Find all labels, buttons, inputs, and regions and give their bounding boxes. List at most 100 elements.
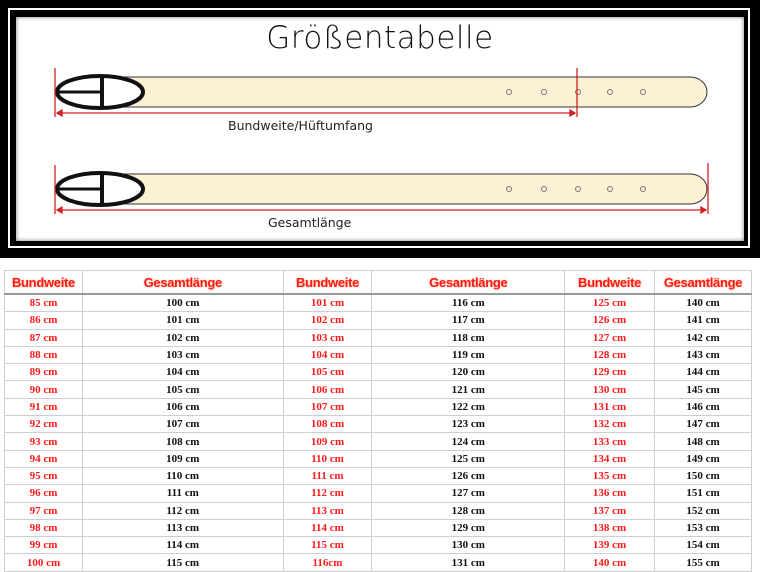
gesamtlaenge-cell: 119 cm xyxy=(371,345,566,365)
bundweite-cell: 103 cm xyxy=(282,328,373,347)
bundweite-cell: 116cm xyxy=(282,553,373,572)
gesamtlaenge-cell: 128 cm xyxy=(371,501,566,520)
gesamtlaenge-cell: 109 cm xyxy=(81,449,284,468)
gesamtlaenge-cell: 146 cm xyxy=(654,397,752,417)
gesamtlaenge-cell: 143 cm xyxy=(654,345,752,365)
table-row: 88 cm 103 cm 104 cm 119 cm 128 cm 143 cm xyxy=(4,345,752,365)
header-bundweite: Bundweite xyxy=(4,270,83,295)
page-title: Größentabelle xyxy=(266,20,494,56)
bundweite-cell: 107 cm xyxy=(282,397,373,417)
gesamtlaenge-cell: 129 cm xyxy=(371,518,566,538)
bundweite-cell: 92 cm xyxy=(4,415,83,434)
table-row: 95 cm 110 cm 111 cm 126 cm 135 cm 150 cm xyxy=(4,466,752,486)
gesamtlaenge-cell: 122 cm xyxy=(371,397,566,417)
table-row: 94 cm 109 cm 110 cm 125 cm 134 cm 149 cm xyxy=(4,449,752,468)
gesamtlaenge-cell: 101 cm xyxy=(81,311,284,330)
table-row: 98 cm 113 cm 114 cm 129 cm 138 cm 153 cm xyxy=(4,518,752,538)
bundweite-cell: 138 cm xyxy=(564,518,656,538)
gesamtlaenge-cell: 150 cm xyxy=(654,466,752,486)
gesamtlaenge-cell: 145 cm xyxy=(654,380,752,399)
bundweite-cell: 125 cm xyxy=(564,293,656,313)
gesamtlaenge-cell: 131 cm xyxy=(371,553,566,572)
gesamtlaenge-cell: 142 cm xyxy=(654,328,752,347)
gesamtlaenge-cell: 152 cm xyxy=(654,501,752,520)
bundweite-cell: 130 cm xyxy=(564,380,656,399)
bundweite-cell: 137 cm xyxy=(564,501,656,520)
gesamtlaenge-cell: 154 cm xyxy=(654,536,752,555)
bundweite-cell: 96 cm xyxy=(4,484,83,503)
gesamtlaenge-cell: 114 cm xyxy=(81,536,284,555)
bundweite-cell: 86 cm xyxy=(4,311,83,330)
bundweite-cell: 94 cm xyxy=(4,449,83,468)
gesamtlaenge-cell: 151 cm xyxy=(654,484,752,503)
gesamtlaenge-cell: 124 cm xyxy=(371,432,566,451)
bundweite-cell: 132 cm xyxy=(564,415,656,434)
bundweite-cell: 140 cm xyxy=(564,553,656,572)
bundweite-cell: 100 cm xyxy=(4,553,83,572)
bundweite-cell: 110 cm xyxy=(282,449,373,468)
table-header: Bundweite Gesamtlänge Bundweite Gesamtlänge… xyxy=(4,270,752,295)
gesamtlaenge-cell: 113 cm xyxy=(81,518,284,538)
bundweite-cell: 98 cm xyxy=(4,518,83,538)
waist-label: Bundweite/Hüftumfang xyxy=(228,118,373,133)
bundweite-cell: 109 cm xyxy=(282,432,373,451)
bundweite-cell: 139 cm xyxy=(564,536,656,555)
bundweite-cell: 97 cm xyxy=(4,501,83,520)
gesamtlaenge-cell: 116 cm xyxy=(371,293,566,313)
gesamtlaenge-cell: 127 cm xyxy=(371,484,566,503)
header-gesamtlaenge: Gesamtlänge xyxy=(371,270,566,295)
bundweite-cell: 89 cm xyxy=(4,363,83,382)
gesamtlaenge-cell: 108 cm xyxy=(81,432,284,451)
gesamtlaenge-cell: 121 cm xyxy=(371,380,566,399)
bundweite-cell: 87 cm xyxy=(4,328,83,347)
table-row: 86 cm 101 cm 102 cm 117 cm 126 cm 141 cm xyxy=(4,311,752,330)
bundweite-cell: 104 cm xyxy=(282,345,373,365)
bundweite-cell: 102 cm xyxy=(282,311,373,330)
bundweite-cell: 135 cm xyxy=(564,466,656,486)
table-row: 93 cm 108 cm 109 cm 124 cm 133 cm 148 cm xyxy=(4,432,752,451)
size-table: Bundweite Gesamtlänge Bundweite Gesamtlänge… xyxy=(4,270,752,572)
gesamtlaenge-cell: 141 cm xyxy=(654,311,752,330)
gesamtlaenge-cell: 104 cm xyxy=(81,363,284,382)
gesamtlaenge-cell: 125 cm xyxy=(371,449,566,468)
bundweite-cell: 128 cm xyxy=(564,345,656,365)
table-row: 90 cm 105 cm 106 cm 121 cm 130 cm 145 cm xyxy=(4,380,752,399)
header-bundweite: Bundweite xyxy=(282,270,373,295)
table-row: 97 cm 112 cm 113 cm 128 cm 137 cm 152 cm xyxy=(4,501,752,520)
gesamtlaenge-cell: 107 cm xyxy=(81,415,284,434)
bundweite-cell: 111 cm xyxy=(282,466,373,486)
gesamtlaenge-cell: 148 cm xyxy=(654,432,752,451)
frame-border xyxy=(8,8,750,248)
belt-total xyxy=(54,163,709,215)
belt-waist xyxy=(54,68,708,118)
table-row: 92 cm 107 cm 108 cm 123 cm 132 cm 147 cm xyxy=(4,415,752,434)
gesamtlaenge-cell: 130 cm xyxy=(371,536,566,555)
table-row: 87 cm 102 cm 103 cm 118 cm 127 cm 142 cm xyxy=(4,328,752,347)
gesamtlaenge-cell: 112 cm xyxy=(81,501,284,520)
table-row: 89 cm 104 cm 105 cm 120 cm 129 cm 144 cm xyxy=(4,363,752,382)
gesamtlaenge-cell: 102 cm xyxy=(81,328,284,347)
bundweite-cell: 127 cm xyxy=(564,328,656,347)
table-row: 100 cm 115 cm 116cm 131 cm 140 cm 155 cm xyxy=(4,553,752,572)
gesamtlaenge-cell: 105 cm xyxy=(81,380,284,399)
gesamtlaenge-cell: 144 cm xyxy=(654,363,752,382)
bundweite-cell: 90 cm xyxy=(4,380,83,399)
bundweite-cell: 85 cm xyxy=(4,293,83,313)
bundweite-cell: 88 cm xyxy=(4,345,83,365)
gesamtlaenge-cell: 147 cm xyxy=(654,415,752,434)
table-row: 99 cm 114 cm 115 cm 130 cm 139 cm 154 cm xyxy=(4,536,752,555)
gesamtlaenge-cell: 118 cm xyxy=(371,328,566,347)
bundweite-cell: 136 cm xyxy=(564,484,656,503)
gesamtlaenge-cell: 126 cm xyxy=(371,466,566,486)
gesamtlaenge-cell: 120 cm xyxy=(371,363,566,382)
gesamtlaenge-cell: 123 cm xyxy=(371,415,566,434)
bundweite-cell: 131 cm xyxy=(564,397,656,417)
bundweite-cell: 112 cm xyxy=(282,484,373,503)
bundweite-cell: 93 cm xyxy=(4,432,83,451)
gesamtlaenge-cell: 140 cm xyxy=(654,293,752,313)
gesamtlaenge-cell: 111 cm xyxy=(81,484,284,503)
gesamtlaenge-cell: 149 cm xyxy=(654,449,752,468)
gesamtlaenge-cell: 110 cm xyxy=(81,466,284,486)
table-row: 96 cm 111 cm 112 cm 127 cm 136 cm 151 cm xyxy=(4,484,752,503)
gesamtlaenge-cell: 115 cm xyxy=(81,553,284,572)
